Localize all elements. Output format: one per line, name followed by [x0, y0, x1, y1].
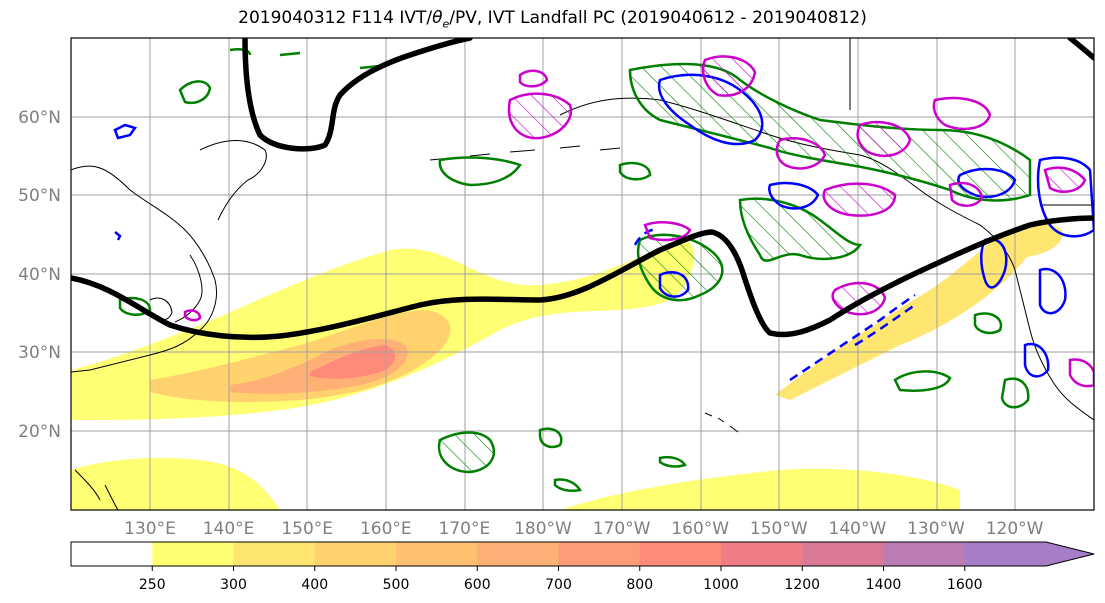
latitude-label: 50°N — [18, 186, 61, 206]
colorbar-tick-label: 400 — [301, 577, 328, 593]
colorbar: 250 300 400 500 600 700 800 1000 1200 1400 1600 — [70, 541, 1095, 593]
longitude-label: 140°W — [829, 519, 887, 539]
longitude-label: 140°E — [203, 519, 255, 539]
coast-asia — [71, 165, 217, 373]
colorbar-tick-label: 700 — [545, 577, 572, 593]
colorbar-tick-label: 1200 — [784, 577, 820, 593]
coast-hawaii — [704, 412, 739, 433]
colorbar-tick-label: 250 — [139, 577, 166, 593]
colorbar-tick-label: 500 — [383, 577, 410, 593]
title-suffix: /PV, IVT Landfall PC (2019040612 - 20190… — [449, 8, 867, 28]
latitude-label: 20°N — [18, 422, 61, 442]
map-area — [71, 38, 1094, 510]
ivt-shading — [71, 224, 1063, 510]
coast-japan — [174, 254, 203, 323]
positive-pc-dashed — [633, 228, 916, 382]
colorbar-bin — [152, 542, 234, 566]
latitude-label: 30°N — [18, 343, 61, 363]
colorbar-bins — [71, 542, 1094, 566]
colorbar-tick-label: 1400 — [866, 577, 902, 593]
colorbar-tick-label: 1000 — [703, 577, 739, 593]
colorbar-bin — [802, 542, 884, 566]
colorbar-bin — [639, 542, 722, 566]
colorbar-tick-label: 300 — [220, 577, 247, 593]
colorbar-bin — [964, 542, 1094, 566]
pv-contour — [71, 38, 1094, 341]
longitude-label: 170°E — [439, 519, 491, 539]
colorbar-tick-label: 800 — [626, 577, 653, 593]
title-theta: θ — [432, 8, 443, 28]
longitude-label: 120°W — [986, 519, 1044, 539]
colorbar-bin — [314, 542, 397, 566]
coast-kamchatka — [199, 140, 267, 221]
colorbar-bin — [721, 542, 803, 566]
negative-pc-contours — [183, 55, 1094, 388]
longitude-label: 130°W — [907, 519, 965, 539]
colorbar-bin — [71, 542, 153, 566]
longitude-label: 160°E — [360, 519, 412, 539]
latitude-labels: 60°N 50°N 40°N 30°N 20°N — [18, 108, 61, 442]
longitude-label: 150°W — [750, 519, 808, 539]
ivt-band-peak — [310, 345, 396, 379]
colorbar-tick-label: 600 — [464, 577, 491, 593]
colorbar-bin — [233, 542, 316, 566]
longitude-label: 180°W — [514, 519, 572, 539]
title-theta-subscript: e — [442, 17, 450, 31]
colorbar-bin — [558, 542, 641, 566]
colorbar-bin — [396, 542, 478, 566]
map-frame — [70, 37, 1095, 511]
longitude-label: 170°W — [593, 519, 651, 539]
colorbar-bin — [883, 542, 966, 566]
longitude-label: 150°E — [281, 519, 333, 539]
latitude-label: 40°N — [18, 265, 61, 285]
longitude-label: 130°E — [124, 519, 176, 539]
colorbar-outline — [70, 541, 1095, 567]
colorbar-ticks: 250 300 400 500 600 700 800 1000 1200 1400 1600 — [139, 566, 983, 593]
ivt-band-tropics — [71, 458, 280, 510]
colorbar-bin — [477, 542, 559, 566]
ivt-band-south — [560, 468, 960, 510]
colorbar-tick-label: 1600 — [947, 577, 983, 593]
coast-philippines — [74, 469, 119, 510]
ivt-band-east — [775, 229, 1031, 400]
title-prefix: 2019040312 F114 IVT/ — [238, 8, 433, 28]
longitude-labels: 130°E 140°E 150°E 160°E 170°E 180°W 170°W 160°W… — [124, 519, 1044, 539]
positive-pc-contours — [113, 73, 1094, 378]
border-canada — [849, 38, 1094, 206]
figure-title: 2019040312 F114 IVT/θe/PV, IVT Landfall … — [0, 8, 1105, 30]
longitude-label: 160°W — [671, 519, 729, 539]
latitude-label: 60°N — [18, 108, 61, 128]
